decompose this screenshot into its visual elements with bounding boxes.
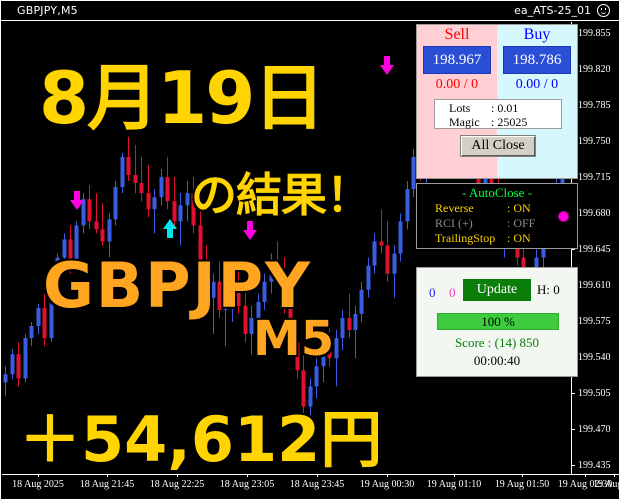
price-axis-tick: 199.645 — [572, 244, 618, 256]
rci-label: RCI (+) — [435, 216, 473, 230]
timer-label: 00:00:40 — [473, 353, 521, 368]
autoclose-title: - AutoClose - — [461, 185, 533, 200]
rci-value: : OFF — [507, 216, 536, 230]
autoclose-row-rci[interactable]: RCI (+) : OFF — [417, 216, 577, 231]
rci-status-indicator-icon[interactable] — [558, 211, 569, 222]
score-label: Score : (14) 850 — [454, 335, 540, 350]
price-axis-tick: 199.575 — [572, 316, 618, 328]
update-row: 0 0 Update H: 0 — [417, 278, 577, 308]
chart-symbol-label: GBPJPY,M5 — [17, 4, 78, 17]
autoclose-row-trailingstop[interactable]: TrailingStop : ON — [417, 231, 577, 246]
trade-panel: Sell 198.967 0.00 / 0 Buy 198.786 0.00 /… — [416, 24, 578, 179]
buy-position-summary: 0.00 / 0 — [515, 77, 559, 92]
progress-bar: 100 % — [437, 313, 559, 330]
update-panel: 0 0 Update H: 0 100 % Score : (14) 850 0… — [416, 267, 578, 377]
sell-price-button[interactable]: 198.967 — [423, 46, 491, 74]
price-axis-tick: 199.505 — [572, 388, 618, 400]
reverse-value: : ON — [507, 201, 531, 215]
price-axis-tick: 199.855 — [572, 28, 618, 40]
price-axis-tick: 199.820 — [572, 64, 618, 76]
reverse-label: Reverse — [435, 201, 474, 215]
buy-count-label: 0 — [429, 285, 436, 300]
price-axis-tick: 199.540 — [572, 352, 618, 364]
sell-arrow-icon — [243, 221, 257, 240]
autoclose-panel: - AutoClose - Reverse : ON RCI (+) : OFF… — [416, 183, 578, 249]
price-axis-tick: 199.750 — [572, 136, 618, 148]
handles-label: H: 0 — [537, 282, 560, 297]
lots-magic-box: Lots : 0.01 Magic : 25025 — [434, 99, 562, 129]
trailingstop-value: : ON — [507, 231, 531, 245]
all-close-button[interactable]: All Close — [460, 135, 536, 157]
price-axis-tick: 199.715 — [572, 172, 618, 184]
price-axis-tick: 199.785 — [572, 100, 618, 112]
buy-arrow-icon — [163, 219, 177, 238]
sell-position-summary: 0.00 / 0 — [435, 77, 479, 92]
update-button[interactable]: Update — [463, 279, 531, 301]
price-axis-tick: 199.680 — [572, 208, 618, 220]
magic-row: Magic : 25025 — [449, 115, 561, 129]
price-axis[interactable]: 199.855 199.820 199.785 199.750 199.715 199.6… — [571, 22, 618, 475]
trailingstop-label: TrailingStop — [435, 231, 496, 245]
autoclose-row-reverse[interactable]: Reverse : ON — [417, 201, 577, 216]
price-axis-tick: 199.610 — [572, 280, 618, 292]
ea-name-label: ea_ATS-25_01 — [514, 4, 591, 17]
lots-value: : 0.01 — [491, 101, 519, 115]
chart-title-bar: GBPJPY,M5 ea_ATS-25_01 — [1, 1, 619, 21]
lots-row: Lots : 0.01 — [449, 101, 561, 115]
sell-arrow-icon — [70, 191, 84, 210]
magic-label: Magic — [449, 115, 480, 129]
buy-label: Buy — [523, 26, 551, 43]
sell-arrow-icon — [380, 56, 394, 75]
sell-label: Sell — [444, 26, 470, 43]
lots-label: Lots — [449, 101, 471, 115]
sell-count-label: 0 — [449, 285, 456, 300]
magic-value: : 25025 — [491, 115, 528, 129]
price-axis-tick: 199.435 — [572, 460, 618, 472]
price-axis-tick: 199.470 — [572, 424, 618, 436]
time-axis[interactable]: 18 Aug 2025 18 Aug 21:45 18 Aug 22:25 18 Au… — [2, 474, 619, 498]
buy-price-button[interactable]: 198.786 — [503, 46, 571, 74]
ea-smiley-icon — [597, 4, 610, 17]
